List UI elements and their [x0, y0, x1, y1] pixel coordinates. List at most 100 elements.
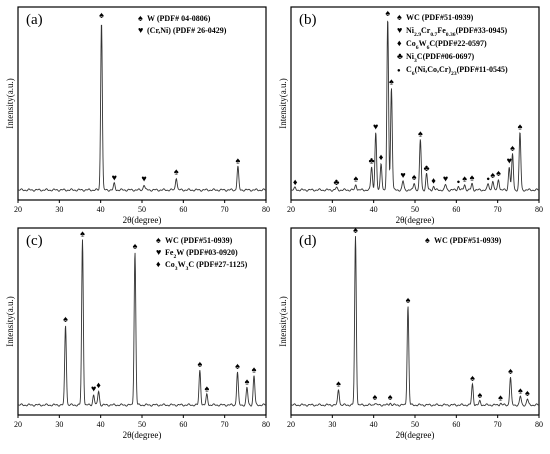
legend-marker-spade: ♠: [425, 235, 430, 245]
legend-entry: (Cr,Ni) (PDF# 26-0429): [147, 26, 227, 35]
peak-marker-spade: ♠: [518, 121, 523, 131]
x-tick-label: 70: [494, 420, 502, 429]
peak-marker-spade: ♠: [498, 392, 503, 402]
peak-marker-heart: ♥: [373, 121, 378, 131]
panel-label: (c): [26, 233, 43, 249]
y-axis-label: Intensity(a.u.): [5, 296, 15, 346]
x-axis-label: 2θ(degree): [396, 215, 435, 225]
x-axis-label: 2θ(degree): [123, 430, 162, 440]
legend-entry: WC (PDF#51-0939): [165, 236, 233, 245]
x-tick-label: 30: [55, 205, 63, 214]
x-tick-label: 80: [535, 420, 543, 429]
x-tick-label: 30: [328, 420, 336, 429]
plot-frame: [17, 6, 267, 201]
peak-marker-heart: ♥: [443, 174, 448, 184]
x-axis-label: 2θ(degree): [123, 215, 162, 225]
x-tick-label: 60: [179, 205, 187, 214]
peak-marker-spade: ♠: [470, 373, 475, 383]
peak-marker-spade: ♠: [508, 366, 513, 376]
x-tick-label: 80: [535, 205, 543, 214]
peak-marker-spade: ♠: [80, 229, 85, 239]
x-tick-label: 30: [55, 420, 63, 429]
xrd-pattern-line: [290, 20, 540, 192]
x-tick-label: 40: [370, 205, 378, 214]
peak-marker-spade: ♠: [478, 390, 483, 400]
legend-marker-heart: ♥: [397, 25, 402, 35]
peak-marker-spade: ♠: [418, 129, 423, 139]
peak-marker-spade: ♠: [490, 170, 495, 180]
peak-marker-spade: ♠: [518, 385, 523, 395]
legend-marker-diamond: ♦: [156, 259, 161, 269]
xrd-pattern-line: [17, 239, 267, 407]
legend-marker-heart: ♥: [156, 247, 161, 257]
legend-entry: C6(Ni,Co,Cr)23(PDF#11-0545): [406, 65, 508, 77]
peak-marker-spade: ♠: [236, 156, 241, 166]
peak-marker-heart: ♥: [91, 384, 96, 394]
peak-marker-heart: ♥: [141, 174, 146, 184]
peak-marker-spade: ♠: [205, 384, 210, 394]
legend-entry: Co6W6C(PDF#22-0597): [406, 39, 487, 51]
legend-entry: Co3W3C (PDF#27-1125): [165, 260, 248, 272]
legend-marker-spade: ♠: [156, 235, 161, 245]
peak-marker-club: ♣: [369, 156, 375, 166]
xrd-panel: ♦ ♣ ♠♣♥♦♠♠♥ ♠♠♣♦ ♥ ● ♠ ♠ ● ♠ ♠♥♠♠20 30 40 50 60 70 802θ(…: [278, 6, 543, 225]
legend-entry: W (PDF# 04-0806): [147, 14, 211, 23]
peak-marker-spade: ♠: [174, 166, 179, 176]
peak-marker-spade: ♠: [197, 359, 202, 369]
x-tick-label: 50: [411, 420, 419, 429]
y-axis-label: Intensity(a.u.): [278, 296, 288, 346]
xrd-pattern-line: [290, 236, 540, 407]
legend-marker-spade: ♠: [397, 12, 402, 22]
peak-marker-spade: ♠: [388, 392, 393, 402]
x-tick-label: 40: [97, 205, 105, 214]
x-axis-label: 2θ(degree): [396, 430, 435, 440]
peak-marker-heart: ♥: [507, 156, 512, 166]
legend-marker-spade: ♠: [138, 13, 143, 23]
x-tick-label: 80: [262, 420, 270, 429]
peak-marker-club: ♣: [334, 177, 340, 187]
legend-marker-heart: ♥: [138, 25, 143, 35]
x-tick-label: 20: [287, 205, 295, 214]
xrd-pattern-line: [17, 24, 267, 192]
peak-marker-diamond: ♦: [431, 175, 436, 185]
x-tick-label: 30: [328, 205, 336, 214]
peak-marker-heart: ♥: [112, 173, 117, 183]
y-axis-label: Intensity(a.u.): [5, 78, 15, 128]
x-tick-label: 40: [97, 420, 105, 429]
x-tick-label: 70: [221, 420, 229, 429]
peak-marker-spade: ♠: [525, 388, 530, 398]
x-tick-label: 80: [262, 205, 270, 214]
xrd-panel: ♠ ♥ ♥ ♠ ♠ 20 30 40 50 60 70 80 2θ(degree) Intensity(a…: [5, 6, 270, 225]
xrd-panel: ♠♠♥ ♦♠♠♠♠♠♠20 30 40 50 60 70 802θ(degree)Intens…: [5, 227, 270, 440]
peak-marker-spade: ♠: [470, 173, 475, 183]
peak-marker-heart: ♥: [400, 170, 405, 180]
peak-marker-spade: ♠: [389, 76, 394, 86]
peak-marker-spade: ♠: [373, 392, 378, 402]
peak-marker-spade: ♠: [133, 241, 138, 251]
peak-marker-spade: ♠: [63, 314, 68, 324]
peak-marker-spade: ♠: [510, 143, 515, 153]
x-tick-label: 20: [287, 420, 295, 429]
peak-marker-diamond: ♦: [293, 177, 298, 187]
x-tick-label: 60: [452, 205, 460, 214]
y-axis-label: Intensity(a.u.): [278, 78, 288, 128]
legend-marker-diamond: ♦: [397, 38, 402, 48]
x-tick-label: 40: [370, 420, 378, 429]
peak-marker-spade: ♠: [496, 168, 501, 178]
x-tick-label: 60: [179, 420, 187, 429]
x-tick-label: 70: [221, 205, 229, 214]
peak-marker-spade: ♠: [385, 8, 390, 18]
x-tick-label: 20: [14, 420, 22, 429]
x-tick-label: 70: [494, 205, 502, 214]
peak-marker-spade: ♠: [412, 172, 417, 182]
legend-entry: Fe2W (PDF#03-0920): [165, 248, 238, 260]
x-tick-label: 50: [411, 205, 419, 214]
peak-marker-dot: ●: [486, 177, 490, 183]
peak-marker-spade: ♠: [462, 174, 467, 184]
xrd-panel: ♠♠♠ ♠♠♠♠ ♠♠♠ ♠20 30 40 50 60 70 802θ(degree)Inten…: [278, 225, 543, 440]
x-tick-label: 60: [452, 420, 460, 429]
peak-marker-spade: ♠: [252, 364, 257, 374]
peak-marker-spade: ♠: [99, 10, 104, 20]
panel-label: (b): [299, 12, 317, 28]
